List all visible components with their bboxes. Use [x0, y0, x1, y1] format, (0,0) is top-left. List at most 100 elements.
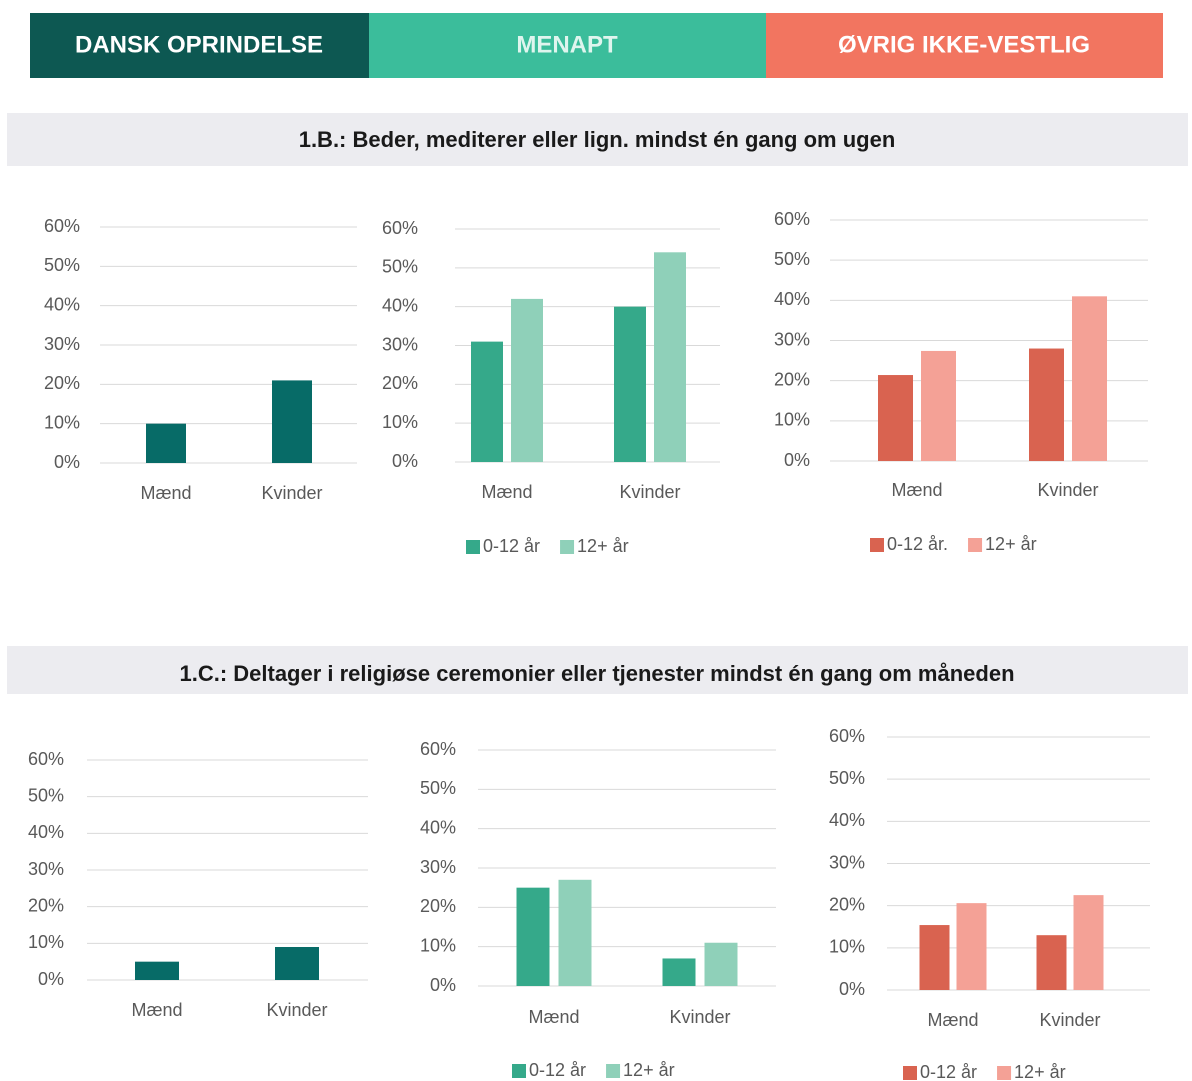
y-tick-label: 20%	[28, 895, 64, 915]
x-tick-label: Kvinder	[1037, 480, 1098, 500]
y-tick-label: 60%	[28, 749, 64, 769]
y-tick-label: 50%	[28, 785, 64, 805]
legend-swatch	[606, 1064, 621, 1078]
bar	[878, 375, 913, 461]
bar	[146, 423, 186, 463]
bar	[275, 947, 319, 980]
x-tick-label: Mænd	[481, 482, 532, 502]
section-bg	[7, 646, 1188, 694]
bar	[919, 925, 950, 990]
y-tick-label: 50%	[420, 778, 456, 798]
legend-swatch	[968, 538, 983, 552]
bar	[516, 887, 550, 986]
y-tick-label: 30%	[44, 334, 80, 354]
legend-swatch	[870, 538, 884, 552]
tab-label: ØVRIG IKKE-VESTLIG	[838, 31, 1090, 58]
y-tick-label: 10%	[420, 935, 456, 955]
y-tick-label: 50%	[829, 768, 865, 788]
y-tick-label: 10%	[829, 937, 865, 957]
y-tick-label: 10%	[28, 932, 64, 952]
y-tick-label: 0%	[392, 451, 418, 471]
y-tick-label: 0%	[54, 452, 80, 472]
y-tick-label: 60%	[420, 739, 456, 759]
tab-bg	[30, 13, 369, 78]
bar	[511, 298, 543, 462]
section-bg	[7, 113, 1188, 166]
y-tick-label: 30%	[382, 334, 418, 354]
y-tick-label: 30%	[774, 329, 810, 349]
y-tick-label: 30%	[829, 852, 865, 872]
tab-bg	[766, 13, 1163, 78]
bar	[1036, 935, 1067, 990]
section-title: 1.C.: Deltager i religiøse ceremonier el…	[179, 661, 1014, 686]
bar	[956, 903, 987, 990]
legend-label: 12+ år	[623, 1060, 675, 1080]
y-tick-label: 0%	[784, 450, 810, 470]
y-tick-label: 0%	[839, 979, 865, 999]
y-tick-label: 50%	[382, 257, 418, 277]
x-tick-label: Kvinder	[261, 483, 322, 503]
x-tick-label: Mænd	[131, 1000, 182, 1020]
y-tick-label: 20%	[774, 369, 810, 389]
y-tick-label: 20%	[382, 373, 418, 393]
y-tick-label: 60%	[382, 218, 418, 238]
bar	[1072, 296, 1107, 461]
legend-label: 12+ år	[985, 534, 1037, 554]
x-tick-label: Kvinder	[1039, 1010, 1100, 1030]
y-tick-label: 20%	[420, 896, 456, 916]
legend-swatch	[466, 540, 480, 554]
bar	[1073, 895, 1104, 990]
legend-label: 0-12 år.	[887, 534, 948, 554]
tab-bg	[369, 13, 766, 78]
tab-label: MENAPT	[516, 31, 618, 58]
bar	[704, 942, 738, 986]
x-tick-label: Kvinder	[619, 482, 680, 502]
y-tick-label: 20%	[44, 373, 80, 393]
y-tick-label: 50%	[774, 249, 810, 269]
y-tick-label: 40%	[420, 817, 456, 837]
bar	[135, 961, 179, 980]
legend-label: 0-12 år	[920, 1062, 977, 1081]
y-tick-label: 10%	[382, 412, 418, 432]
x-tick-label: Mænd	[140, 483, 191, 503]
x-tick-label: Mænd	[927, 1010, 978, 1030]
x-tick-label: Mænd	[528, 1007, 579, 1027]
bar	[614, 306, 646, 462]
y-tick-label: 30%	[420, 857, 456, 877]
y-tick-label: 30%	[28, 859, 64, 879]
y-tick-label: 40%	[829, 810, 865, 830]
bar	[921, 350, 956, 461]
legend-label: 0-12 år	[529, 1060, 586, 1080]
legend-swatch	[903, 1066, 917, 1080]
bar	[471, 341, 503, 462]
tab-label: DANSK OPRINDELSE	[75, 31, 323, 58]
y-tick-label: 0%	[430, 975, 456, 995]
bar	[558, 879, 592, 986]
section-title: 1.B.: Beder, mediterer eller lign. minds…	[299, 127, 896, 152]
bar	[662, 958, 696, 986]
x-tick-label: Kvinder	[669, 1007, 730, 1027]
x-tick-label: Kvinder	[266, 1000, 327, 1020]
y-tick-label: 50%	[44, 255, 80, 275]
x-tick-label: Mænd	[891, 480, 942, 500]
bar	[654, 252, 686, 462]
bar	[1029, 348, 1064, 461]
y-tick-label: 40%	[382, 295, 418, 315]
y-tick-label: 40%	[28, 822, 64, 842]
legend-label: 12+ år	[1014, 1062, 1066, 1081]
legend-label: 12+ år	[577, 536, 629, 556]
legend-swatch	[997, 1066, 1012, 1080]
y-tick-label: 40%	[774, 289, 810, 309]
legend-label: 0-12 år	[483, 536, 540, 556]
y-tick-label: 20%	[829, 894, 865, 914]
legend-swatch	[512, 1064, 526, 1078]
bar	[272, 380, 312, 463]
y-tick-label: 40%	[44, 294, 80, 314]
y-tick-label: 10%	[774, 410, 810, 430]
y-tick-label: 10%	[44, 412, 80, 432]
y-tick-label: 60%	[44, 216, 80, 236]
y-tick-label: 60%	[829, 726, 865, 746]
y-tick-label: 60%	[774, 209, 810, 229]
y-tick-label: 0%	[38, 969, 64, 989]
